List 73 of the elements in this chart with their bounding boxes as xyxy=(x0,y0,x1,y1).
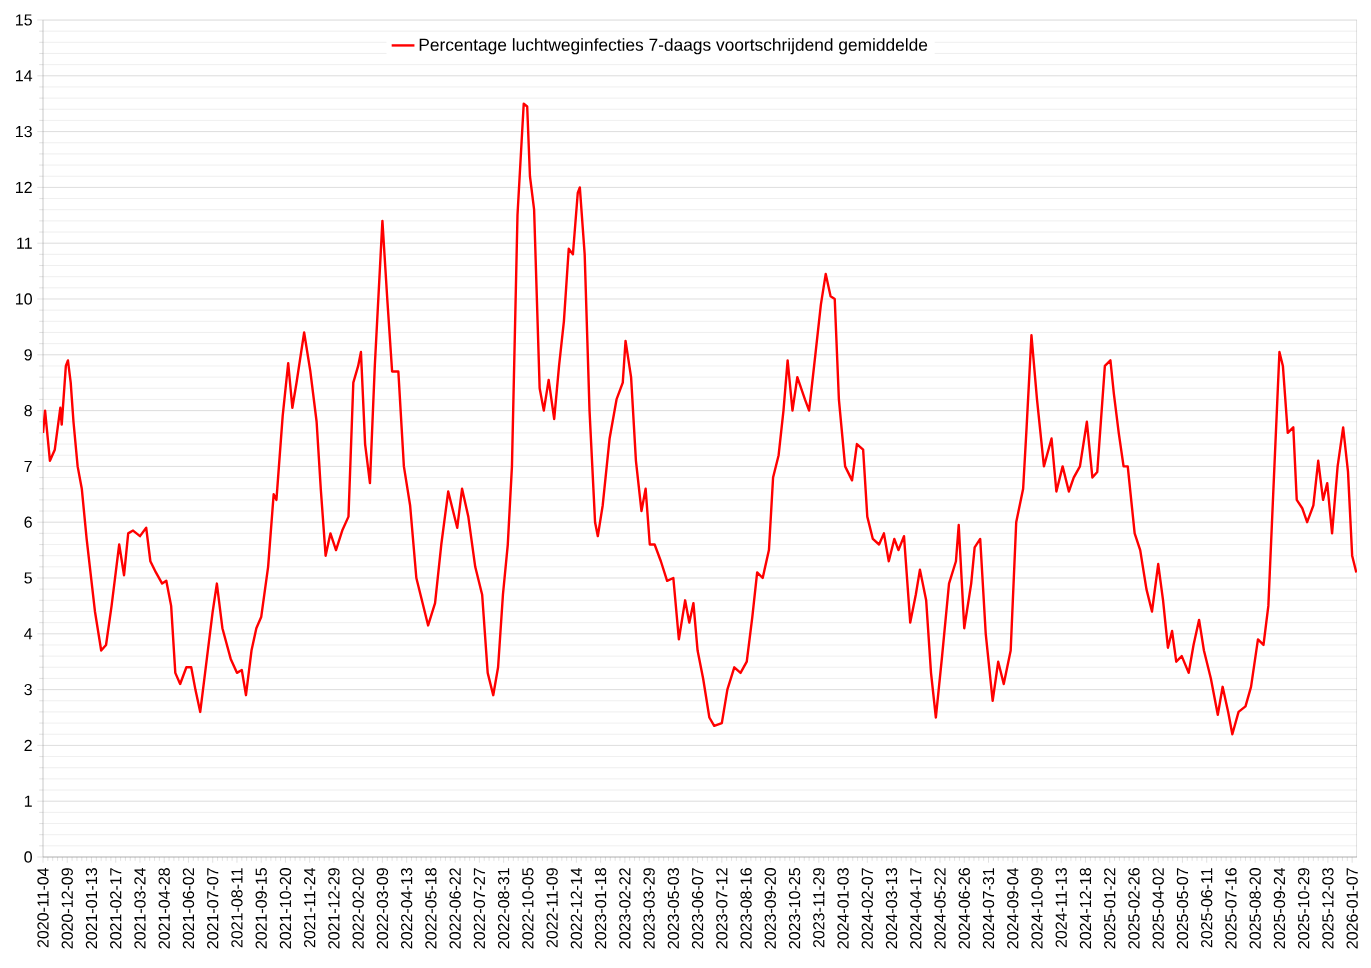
legend-label: Percentage luchtweginfecties 7-daags voortschrijdend gemiddelde xyxy=(419,38,928,55)
x-tick-label: 2021-06-02 xyxy=(182,868,195,949)
y-tick-label: 12 xyxy=(16,181,32,193)
x-tick-label: 2023-11-29 xyxy=(813,868,825,948)
x-tick-label: 2024-09-04 xyxy=(1007,867,1019,949)
x-tick-label: 2025-02-26 xyxy=(1128,868,1140,949)
x-tick-label: 2025-01-22 xyxy=(1104,868,1116,949)
x-tick-label: 2022-11-09 xyxy=(546,868,558,948)
x-tick-label: 2021-09-15 xyxy=(255,868,267,949)
x-tick-label: 2022-02-02 xyxy=(352,868,364,949)
x-tick-label: 2023-05-03 xyxy=(667,868,679,949)
x-tick-label: 2023-06-07 xyxy=(691,868,704,949)
y-tick-label: 8 xyxy=(24,404,32,417)
x-tick-label: 2024-04-17 xyxy=(910,868,922,949)
y-tick-label: 6 xyxy=(24,516,32,528)
x-tick-label: 2021-08-11 xyxy=(231,868,243,948)
x-tick-label: 2024-11-13 xyxy=(1055,868,1067,948)
x-tick-label: 2025-05-07 xyxy=(1176,868,1189,949)
x-tick-label: 2020-11-04 xyxy=(37,867,49,948)
x-tick-label: 2021-07-07 xyxy=(207,868,219,949)
y-tick-label: 15 xyxy=(16,14,32,26)
y-tick-label: 2 xyxy=(24,739,32,751)
y-tick-label: 0 xyxy=(24,851,32,863)
x-tick-label: 2025-09-24 xyxy=(1273,867,1286,949)
x-tick-label: 2023-01-18 xyxy=(594,868,607,949)
x-tick-label: 2024-01-03 xyxy=(837,868,849,949)
y-tick-label: 5 xyxy=(24,572,32,584)
x-tick-label: 2025-10-29 xyxy=(1298,868,1310,949)
y-tick-label: 7 xyxy=(24,460,32,472)
x-tick-label: 2023-02-22 xyxy=(619,868,631,949)
x-tick-label: 2022-12-14 xyxy=(570,867,583,949)
x-tick-label: 2025-07-16 xyxy=(1225,868,1237,949)
x-tick-label: 2023-09-20 xyxy=(764,868,776,949)
y-tick-label: 9 xyxy=(24,349,32,361)
x-tick-label: 2024-03-13 xyxy=(885,868,898,949)
y-tick-label: 1 xyxy=(24,795,32,807)
x-tick-label: 2023-10-25 xyxy=(788,868,801,949)
y-tick-label: 11 xyxy=(17,237,32,249)
x-tick-label: 2025-06-11 xyxy=(1201,868,1213,948)
x-tick-label: 2024-02-07 xyxy=(861,868,873,949)
x-tick-label: 2022-03-09 xyxy=(376,868,389,949)
x-tick-label: 2024-07-31 xyxy=(982,868,995,949)
x-tick-label: 2022-05-18 xyxy=(425,868,437,949)
x-tick-label: 2026-01-07 xyxy=(1346,868,1358,949)
y-tick-label: 13 xyxy=(16,125,32,138)
x-tick-label: 2024-10-09 xyxy=(1031,868,1043,949)
x-tick-label: 2021-11-24 xyxy=(304,867,316,948)
y-tick-label: 4 xyxy=(24,628,33,640)
x-tick-label: 2022-06-22 xyxy=(449,868,461,949)
x-tick-label: 2021-03-24 xyxy=(134,867,146,949)
x-tick-label: 2021-12-29 xyxy=(328,868,340,949)
y-tick-label: 3 xyxy=(24,683,32,696)
x-tick-label: 2021-01-13 xyxy=(85,868,98,949)
x-tick-label: 2020-12-09 xyxy=(61,868,73,949)
x-tick-label: 2023-08-16 xyxy=(740,868,752,949)
x-tick-label: 2023-07-12 xyxy=(716,868,728,949)
x-tick-label: 2024-12-18 xyxy=(1079,868,1092,949)
x-tick-label: 2024-05-22 xyxy=(934,868,946,949)
x-tick-label: 2022-08-31 xyxy=(497,868,510,949)
x-tick-label: 2025-04-02 xyxy=(1152,868,1164,949)
line-series xyxy=(43,102,1358,736)
x-tick-label: 2025-08-20 xyxy=(1249,868,1261,949)
x-tick-label: 2021-02-17 xyxy=(110,868,122,949)
x-tick-label: 2022-07-27 xyxy=(473,868,486,949)
y-tick-label: 10 xyxy=(16,293,32,305)
x-tick-label: 2021-04-28 xyxy=(158,868,170,949)
x-tick-label: 2024-06-26 xyxy=(958,868,970,949)
x-tick-label: 2025-12-03 xyxy=(1322,868,1334,949)
x-tick-label: 2022-04-13 xyxy=(401,868,413,949)
x-tick-label: 2023-03-29 xyxy=(643,868,655,949)
x-tick-label: 2021-10-20 xyxy=(279,868,292,949)
y-tick-label: 14 xyxy=(16,70,33,82)
x-tick-label: 2022-10-05 xyxy=(522,868,534,949)
